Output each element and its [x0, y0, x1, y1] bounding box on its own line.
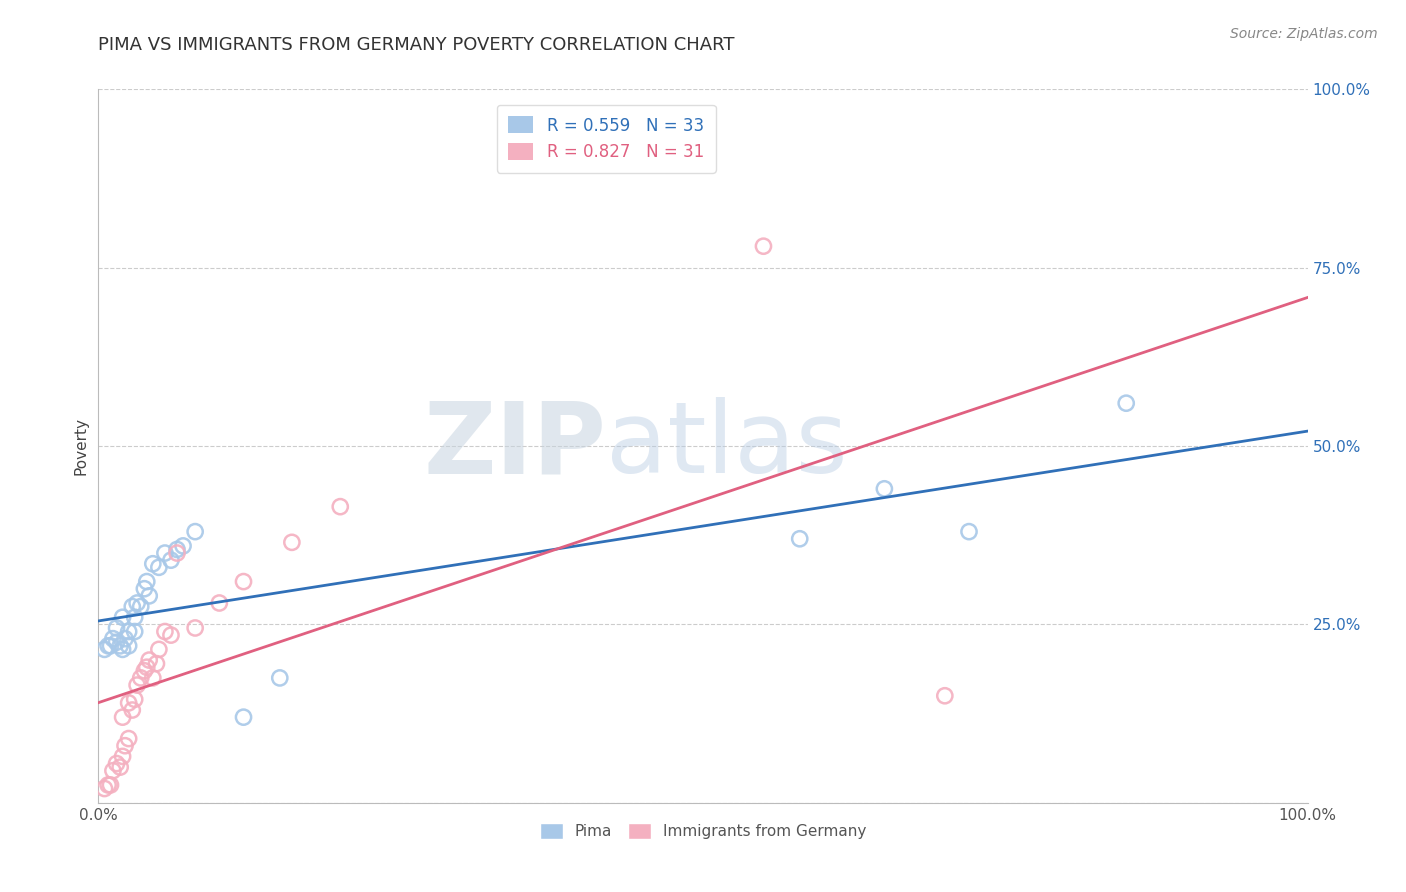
Point: [124, 610, 146, 624]
Point: [752, 239, 775, 253]
Point: [142, 557, 165, 571]
Point: [105, 621, 128, 635]
Point: [138, 589, 160, 603]
Point: [135, 574, 157, 589]
Point: [93, 642, 115, 657]
Point: [232, 710, 254, 724]
Point: [127, 596, 149, 610]
Point: [111, 610, 134, 624]
Point: [134, 582, 156, 596]
Point: [124, 624, 146, 639]
Point: [269, 671, 291, 685]
Point: [108, 760, 131, 774]
Text: ZIP: ZIP: [423, 398, 606, 494]
Point: [281, 535, 304, 549]
Point: [135, 660, 157, 674]
Point: [118, 731, 141, 746]
Point: [145, 657, 167, 671]
Point: [129, 671, 152, 685]
Point: [166, 546, 188, 560]
Point: [118, 624, 141, 639]
Point: [160, 553, 183, 567]
Point: [111, 642, 134, 657]
Point: [93, 781, 115, 796]
Point: [101, 764, 124, 778]
Point: [172, 539, 194, 553]
Text: Source: ZipAtlas.com: Source: ZipAtlas.com: [1230, 27, 1378, 41]
Point: [789, 532, 811, 546]
Point: [105, 635, 128, 649]
Point: [97, 639, 120, 653]
Point: [101, 632, 124, 646]
Point: [138, 653, 160, 667]
Point: [184, 621, 207, 635]
Point: [160, 628, 183, 642]
Y-axis label: Poverty: Poverty: [73, 417, 89, 475]
Point: [111, 710, 134, 724]
Point: [153, 546, 176, 560]
Text: atlas: atlas: [606, 398, 848, 494]
Legend: Pima, Immigrants from Germany: Pima, Immigrants from Germany: [534, 817, 872, 845]
Point: [142, 671, 165, 685]
Point: [105, 756, 128, 771]
Point: [148, 642, 170, 657]
Point: [232, 574, 254, 589]
Point: [111, 749, 134, 764]
Point: [934, 689, 956, 703]
Text: PIMA VS IMMIGRANTS FROM GERMANY POVERTY CORRELATION CHART: PIMA VS IMMIGRANTS FROM GERMANY POVERTY …: [98, 36, 735, 54]
Point: [873, 482, 896, 496]
Point: [118, 696, 141, 710]
Point: [118, 639, 141, 653]
Point: [166, 542, 188, 557]
Point: [153, 624, 176, 639]
Point: [129, 599, 152, 614]
Point: [97, 778, 120, 792]
Point: [100, 778, 122, 792]
Point: [114, 632, 136, 646]
Point: [134, 664, 156, 678]
Point: [127, 678, 149, 692]
Point: [124, 692, 146, 706]
Point: [121, 703, 143, 717]
Point: [121, 599, 143, 614]
Point: [1115, 396, 1137, 410]
Point: [108, 639, 131, 653]
Point: [208, 596, 231, 610]
Point: [114, 739, 136, 753]
Point: [100, 639, 122, 653]
Point: [184, 524, 207, 539]
Point: [329, 500, 352, 514]
Point: [148, 560, 170, 574]
Point: [957, 524, 980, 539]
